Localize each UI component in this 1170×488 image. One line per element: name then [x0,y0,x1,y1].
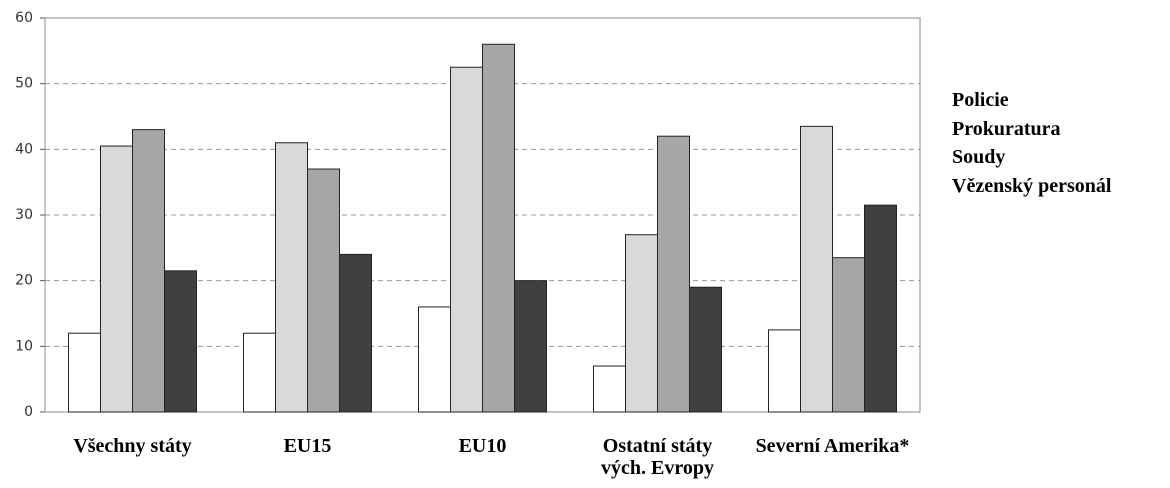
y-tick-label: 20 [15,273,33,289]
bar [514,280,547,413]
bar [593,365,626,413]
bar [625,234,658,413]
bar [418,306,451,413]
bar [450,66,483,413]
legend-entry: Prokuratura [952,117,1061,140]
bar [864,204,897,413]
bar [68,332,101,413]
bar [132,129,165,413]
y-tick-label: 0 [24,404,33,420]
y-tick-label: 50 [15,76,33,92]
x-tick-label: Všechny státy [73,435,192,457]
bar [689,286,722,413]
x-tick-label: EU15 [283,435,332,457]
legend-entry: Soudy [952,146,1006,168]
bar [768,329,801,413]
bar [307,168,340,413]
bar [164,270,197,413]
y-tick-label: 10 [15,338,33,354]
bar [482,43,515,413]
y-tick-label: 60 [15,10,33,26]
bar [832,257,865,413]
legend-entry: Policie [952,89,1009,111]
x-tick-label: EU10 [458,435,507,457]
bar [275,142,308,413]
bar [800,125,833,413]
x-tick-label: Ostatní státy vých. Evropy [601,435,714,479]
bar [339,253,372,413]
y-tick-label: 30 [15,207,33,223]
x-tick-label: Severní Amerika* [755,435,910,457]
y-tick-label: 40 [15,141,33,157]
bar [100,145,133,413]
bar [243,332,276,413]
legend-entry: Vězenský personál [952,174,1112,197]
bar [657,135,690,413]
